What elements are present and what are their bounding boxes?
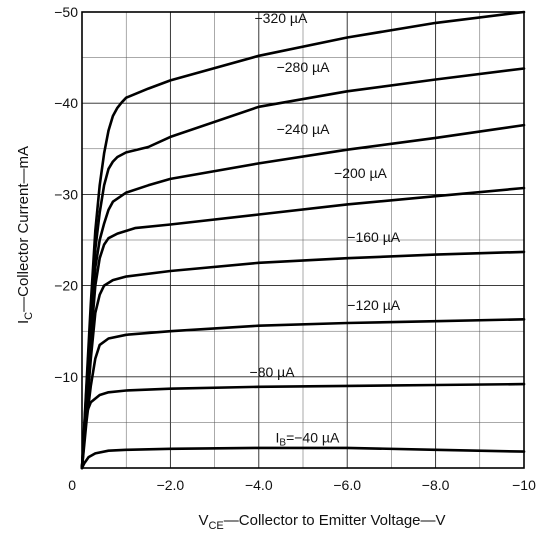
curve-label: −280 µA <box>277 59 330 75</box>
curve-line <box>80 10 526 470</box>
x-tick-label: −8.0 <box>422 477 450 493</box>
curve-label: −120 µA <box>347 297 400 313</box>
y-tick-label: −20 <box>54 278 78 294</box>
curve-label: −80 µA <box>250 364 296 380</box>
x-tick-label: −2.0 <box>157 477 185 493</box>
x-axis-title-rest: —Collector to Emitter Voltage—V <box>224 512 446 529</box>
x-axis-title-prefix: V <box>198 512 208 529</box>
x-tick-label: −10 <box>512 477 536 493</box>
y-tick-label: −50 <box>54 4 78 20</box>
curve-line <box>80 186 526 470</box>
y-axis-title-subscript: C <box>23 312 35 320</box>
x-axis-title: VCE—Collector to Emitter Voltage—V <box>198 512 445 532</box>
x-tick-label: −6.0 <box>333 477 361 493</box>
curve-label: −320 µA <box>254 10 307 26</box>
curve-line <box>80 446 526 470</box>
curve-label: −200 µA <box>334 165 387 181</box>
y-tick-labels: −10 −20 −30 −40 −50 <box>54 4 78 385</box>
curve-label-group: IB=−40 µA −80 µA −120 µA −160 µA −200 µA −240… <box>250 10 401 449</box>
y-tick-label: −40 <box>54 95 78 111</box>
x-tick-label: 0 <box>68 477 76 493</box>
x-axis-title-subscript: CE <box>208 520 223 532</box>
chart-grid <box>81 11 525 469</box>
curve-label: −240 µA <box>277 121 330 137</box>
x-tick-label: −4.0 <box>245 477 273 493</box>
curve-label: −160 µA <box>347 229 400 245</box>
y-tick-label: −30 <box>54 186 78 202</box>
x-tick-labels: 0 −2.0 −4.0 −6.0 −8.0 −10 <box>68 477 536 493</box>
y-axis-title-rest: —Collector Current—mA <box>15 146 32 312</box>
plot-frame <box>81 11 525 469</box>
y-axis-title: IC—Collector Current—mA <box>15 146 35 324</box>
y-tick-label: −10 <box>54 369 78 385</box>
curve-group <box>80 10 526 470</box>
curve-line <box>80 318 526 470</box>
y-axis-title-prefix: I <box>15 320 32 324</box>
curve-label: IB=−40 µA <box>276 429 340 448</box>
